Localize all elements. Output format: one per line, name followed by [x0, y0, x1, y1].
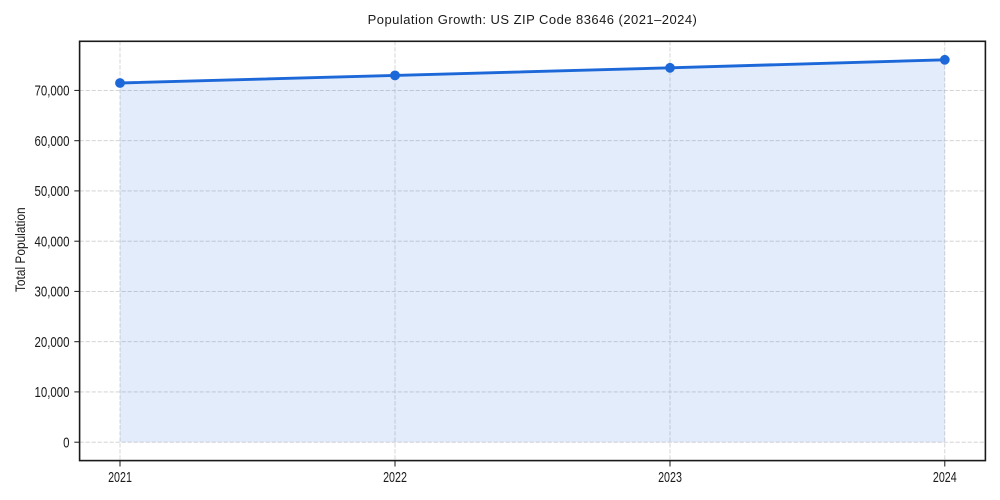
svg-text:30,000: 30,000 [35, 283, 70, 300]
svg-text:20,000: 20,000 [35, 334, 70, 351]
svg-text:2023: 2023 [658, 468, 682, 485]
svg-text:2024: 2024 [933, 468, 957, 485]
svg-text:Population Growth: US ZIP Code: Population Growth: US ZIP Code 83646 (20… [368, 12, 698, 27]
svg-text:2021: 2021 [108, 468, 132, 485]
svg-text:Total Population: Total Population [12, 207, 28, 292]
svg-text:60,000: 60,000 [35, 133, 70, 150]
svg-text:0: 0 [63, 434, 69, 451]
svg-text:40,000: 40,000 [35, 233, 70, 250]
svg-text:70,000: 70,000 [35, 82, 70, 99]
svg-text:50,000: 50,000 [35, 183, 70, 200]
svg-text:2022: 2022 [383, 468, 407, 485]
svg-text:10,000: 10,000 [35, 384, 70, 401]
